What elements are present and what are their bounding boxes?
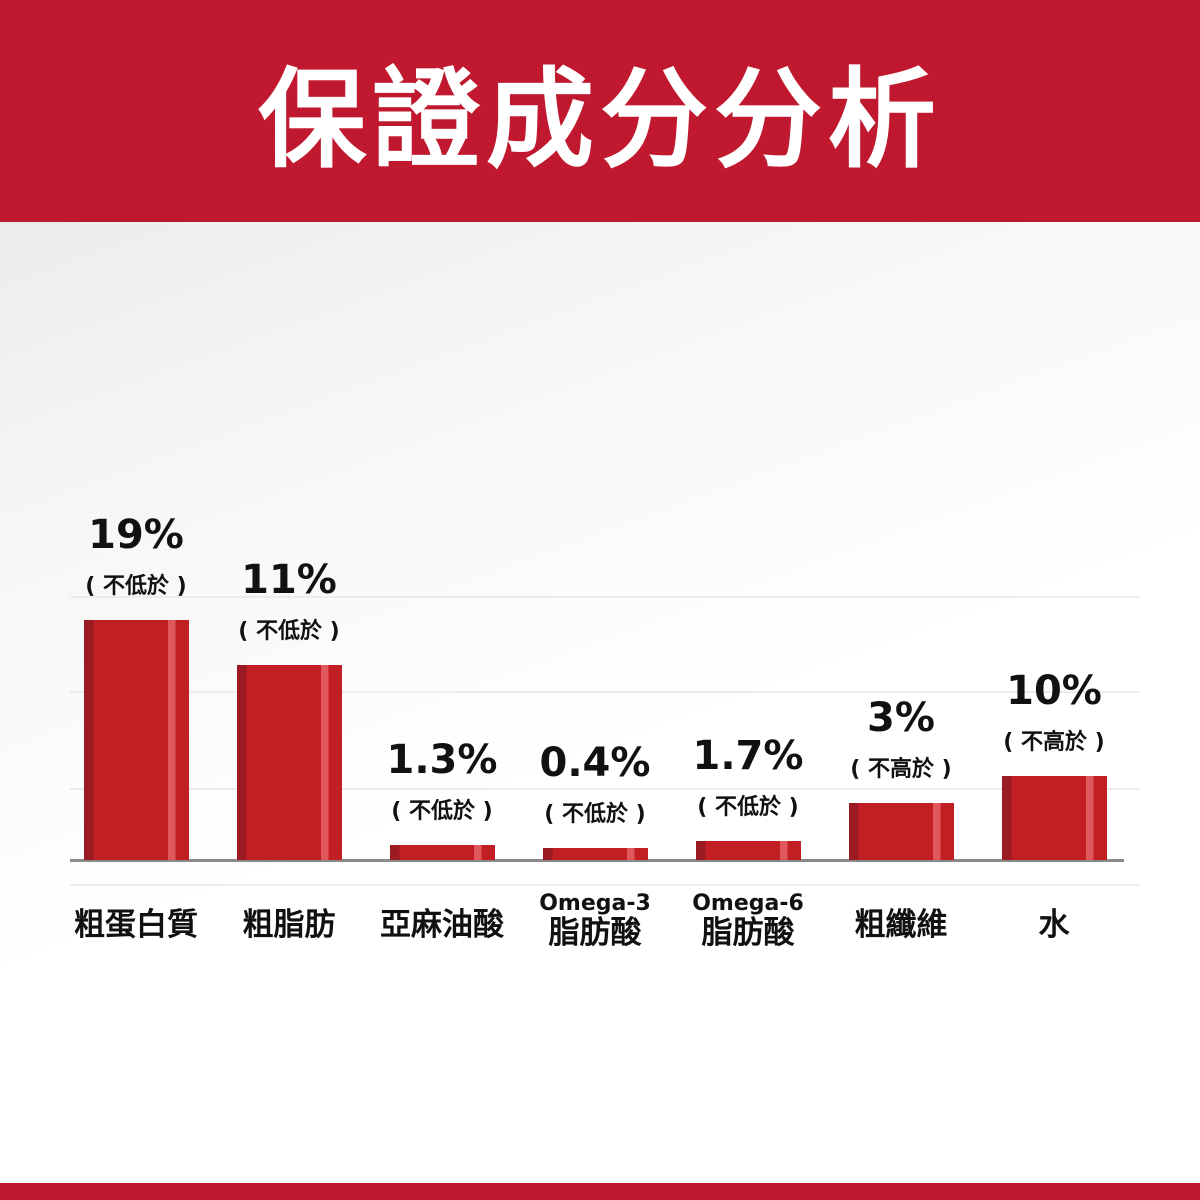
bar — [1002, 776, 1107, 860]
gridline — [70, 691, 1140, 693]
bar-qualifier-label: ( 不低於 ) — [697, 795, 799, 820]
bar-qualifier-label: ( 不低於 ) — [544, 802, 646, 827]
x-axis-line — [70, 859, 1124, 862]
category-label: 粗脂肪 — [209, 908, 369, 942]
bar-qualifier-label: ( 不低於 ) — [238, 619, 340, 644]
category-label: Omega-3 脂肪酸 — [515, 891, 675, 952]
category-label-line2: 粗脂肪 — [242, 907, 336, 943]
gridline — [70, 596, 1140, 598]
bar-value-label: 1.7% — [692, 733, 804, 779]
category-label: 亞麻油酸 — [362, 908, 522, 942]
bar — [237, 665, 342, 860]
category-label-line2: 粗纖維 — [854, 907, 948, 943]
category-label-line2: 水 — [1038, 907, 1070, 943]
bar — [84, 620, 189, 860]
category-label-line2: 脂肪酸 — [548, 915, 642, 952]
category-label: 水 — [974, 908, 1134, 942]
bar-value-label: 10% — [1006, 668, 1102, 714]
page-title: 保證成分分析 — [257, 58, 942, 183]
bar-qualifier-label: ( 不低於 ) — [391, 799, 493, 824]
category-label-line2: 粗蛋白質 — [74, 907, 198, 943]
category-label: 粗蛋白質 — [56, 908, 216, 942]
bar-value-label: 11% — [241, 557, 337, 603]
bar-qualifier-label: ( 不高於 ) — [850, 757, 952, 782]
bar-value-label: 19% — [88, 512, 184, 558]
category-label-line1: Omega-6 — [692, 891, 804, 916]
category-label: 粗纖維 — [821, 908, 981, 942]
footer-band — [0, 1183, 1200, 1200]
category-label-line1: Omega-3 — [539, 891, 651, 916]
bar-value-label: 1.3% — [386, 737, 498, 783]
bar-qualifier-label: ( 不高於 ) — [1003, 730, 1105, 755]
header-banner: 保證成分分析 — [0, 0, 1200, 222]
bar-value-label: 3% — [867, 695, 935, 741]
bar-value-label: 0.4% — [539, 740, 651, 786]
bar — [696, 841, 801, 860]
bar — [849, 803, 954, 860]
bar — [390, 845, 495, 860]
bar-qualifier-label: ( 不低於 ) — [85, 574, 187, 599]
category-label-line2: 亞麻油酸 — [380, 907, 504, 943]
bar — [543, 848, 648, 860]
category-label-line2: 脂肪酸 — [701, 915, 795, 952]
gridline — [70, 884, 1140, 886]
gridline — [70, 788, 1140, 790]
category-label: Omega-6 脂肪酸 — [668, 891, 828, 952]
